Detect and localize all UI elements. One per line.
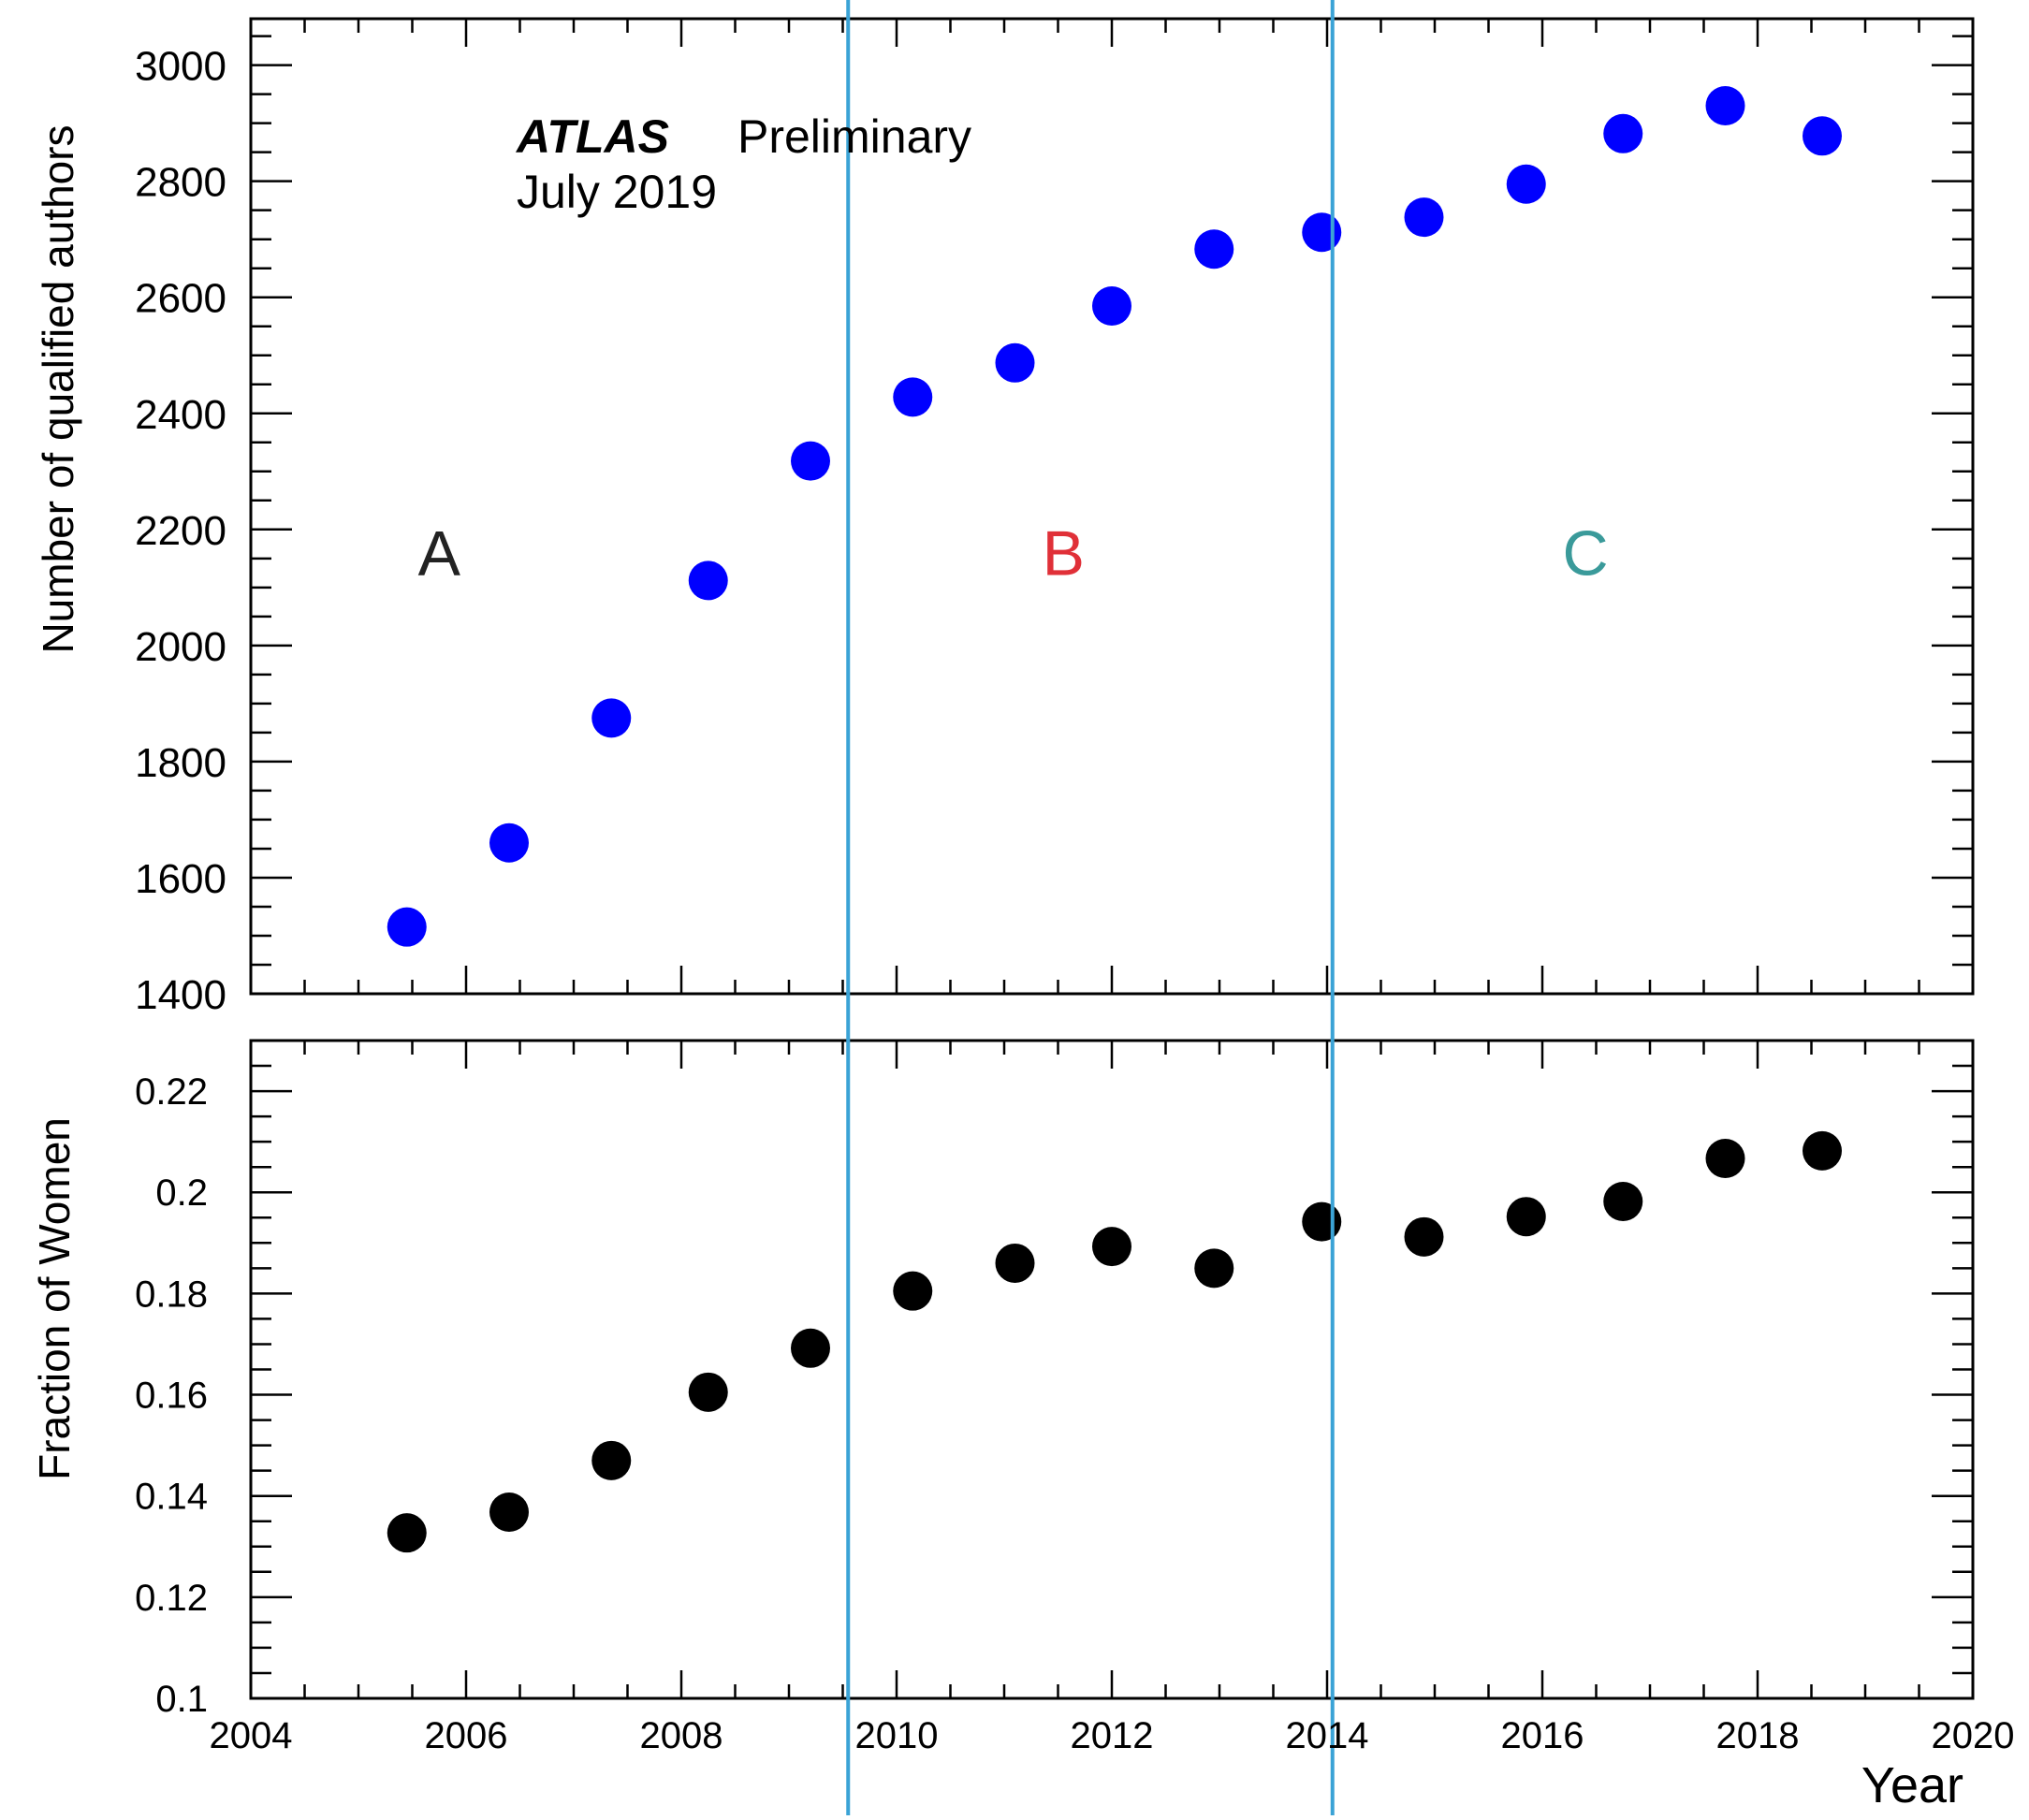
labels-layer: 2004 2006 2008 2010 2012 2014 2016 2018 2020 1400… — [135, 44, 2014, 1756]
y-tick-label-bottom: 0.16 — [135, 1376, 208, 1417]
authors-point — [995, 342, 1035, 383]
dividers-layer — [846, 0, 1335, 1815]
authors-point — [1302, 212, 1342, 253]
y-tick-label-bottom: 0.1 — [155, 1679, 208, 1720]
women-fraction-point — [1603, 1181, 1643, 1221]
x-axis-title: Year — [1861, 1757, 1963, 1813]
authors-point — [489, 823, 529, 863]
x-tick-label: 2010 — [855, 1715, 939, 1756]
women-fraction-point — [1506, 1197, 1546, 1237]
authors-point — [1705, 86, 1745, 126]
y-tick-label-bottom: 0.2 — [155, 1172, 208, 1214]
x-tick-label: 2008 — [640, 1715, 723, 1756]
x-tick-label: 2018 — [1716, 1715, 1800, 1756]
women-fraction-point — [1092, 1227, 1131, 1267]
authors-point — [591, 698, 632, 738]
date-label: July 2019 — [517, 166, 717, 218]
authors-point — [1506, 164, 1546, 204]
women-fraction-point — [893, 1271, 933, 1311]
authors-point — [1092, 286, 1131, 327]
atlas-label: ATLAS — [515, 110, 669, 163]
y-tick-label-top: 2400 — [135, 392, 226, 438]
authors-point — [387, 907, 427, 947]
x-tick-label: 2014 — [1286, 1715, 1369, 1756]
points-layer — [387, 86, 1842, 1553]
women-fraction-point — [387, 1513, 427, 1553]
y-tick-label-top: 1400 — [135, 972, 226, 1018]
x-tick-label: 2012 — [1071, 1715, 1154, 1756]
authors-point — [791, 441, 830, 481]
authors-point — [1603, 113, 1643, 153]
ticks-layer — [249, 19, 1975, 1700]
women-fraction-point — [489, 1492, 529, 1532]
women-fraction-point — [591, 1440, 632, 1480]
women-fraction-point — [791, 1328, 830, 1368]
women-fraction-point — [995, 1243, 1035, 1283]
y-tick-label-top: 3000 — [135, 44, 226, 90]
authors-point — [1803, 116, 1842, 156]
y-tick-label-bottom: 0.14 — [135, 1477, 208, 1518]
region-label-b: B — [1043, 518, 1085, 590]
region-label-c: C — [1562, 518, 1608, 590]
y-tick-label-top: 2600 — [135, 276, 226, 322]
x-tick-label: 2006 — [425, 1715, 508, 1756]
x-tick-label: 2016 — [1501, 1715, 1584, 1756]
authors-point — [688, 561, 728, 601]
women-fraction-point — [688, 1372, 728, 1412]
authors-point — [1194, 229, 1234, 269]
region-label-a: A — [418, 518, 461, 590]
y-tick-label-top: 1600 — [135, 856, 226, 902]
y-tick-label-top: 2200 — [135, 508, 226, 554]
x-tick-label: 2004 — [210, 1715, 293, 1756]
preliminary-label: Preliminary — [737, 110, 971, 163]
y-tick-label-bottom: 0.22 — [135, 1071, 208, 1113]
authors-point — [1404, 197, 1444, 238]
women-fraction-point — [1705, 1138, 1745, 1178]
women-fraction-point — [1194, 1248, 1234, 1289]
y-axis-title-top: Number of qualified authors — [34, 124, 82, 653]
women-fraction-point — [1302, 1201, 1342, 1242]
y-tick-label-top: 2000 — [135, 624, 226, 670]
authors-point — [893, 377, 933, 417]
women-fraction-point — [1803, 1130, 1842, 1171]
y-tick-label-top: 1800 — [135, 740, 226, 786]
y-axis-title-bottom: Fraction of Women — [30, 1117, 79, 1480]
y-tick-label-top: 2800 — [135, 160, 226, 206]
y-tick-label-bottom: 0.18 — [135, 1274, 208, 1315]
y-tick-label-bottom: 0.12 — [135, 1578, 208, 1619]
women-fraction-point — [1404, 1216, 1444, 1257]
x-tick-label: 2020 — [1932, 1715, 2015, 1756]
